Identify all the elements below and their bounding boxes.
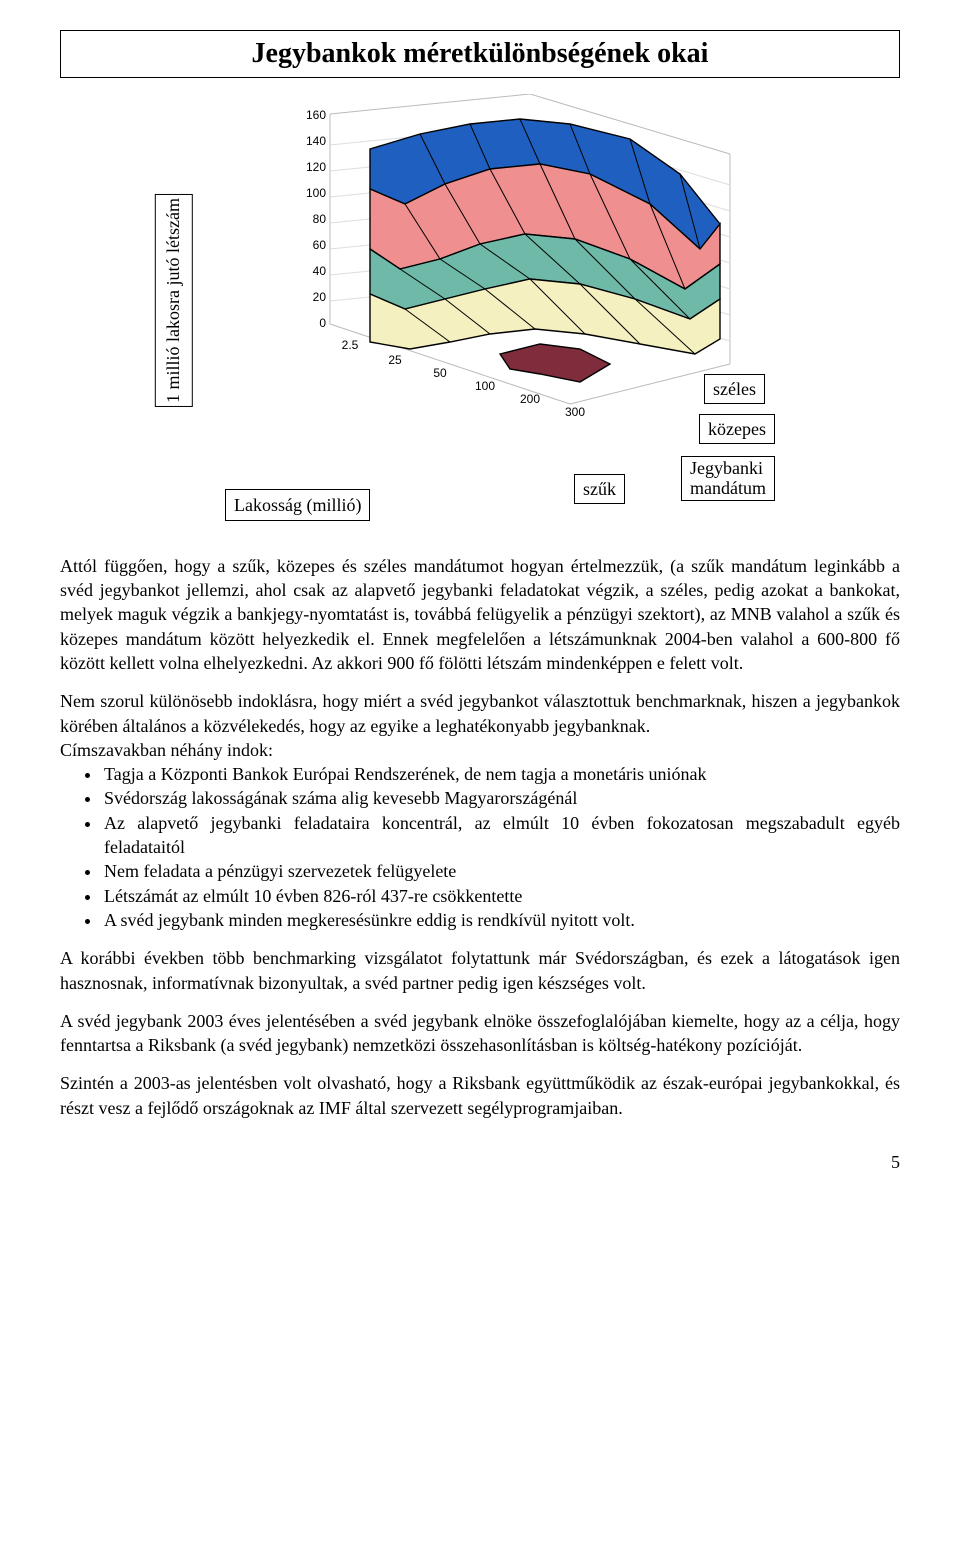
x-axis-label: Lakosság (millió) (225, 489, 370, 521)
y-axis-label: 1 millió lakosra jutó létszám (155, 194, 193, 407)
svg-text:40: 40 (313, 264, 327, 278)
svg-text:60: 60 (313, 238, 327, 252)
list-item: A svéd jegybank minden megkeresésünkre e… (102, 908, 900, 932)
svg-text:100: 100 (306, 186, 326, 200)
svg-text:140: 140 (306, 134, 326, 148)
paragraph-2: Nem szorul különösebb indoklásra, hogy m… (60, 689, 900, 738)
legend-mid: közepes (699, 414, 775, 444)
paragraph-3: A korábbi években több benchmarking vizs… (60, 946, 900, 995)
bullet-list: Tagja a Központi Bankok Európai Rendszer… (60, 762, 900, 932)
svg-text:100: 100 (475, 379, 495, 393)
svg-text:120: 120 (306, 160, 326, 174)
svg-text:300: 300 (565, 405, 585, 419)
svg-text:20: 20 (313, 290, 327, 304)
legend-wide: széles (704, 374, 765, 404)
paragraph-4: A svéd jegybank 2003 éves jelentésében a… (60, 1009, 900, 1058)
paragraph-5: Szintén a 2003-as jelentésben volt olvas… (60, 1071, 900, 1120)
paragraph-1: Attól függően, hogy a szűk, közepes és s… (60, 554, 900, 675)
mandate-label: Jegybankimandátum (681, 456, 775, 502)
svg-text:0: 0 (319, 316, 326, 330)
list-item: Létszámát az elmúlt 10 évben 826-ról 437… (102, 884, 900, 908)
page-number: 5 (60, 1150, 900, 1174)
chart-container: 1 millió lakosra jutó létszám 0 20 40 60… (160, 94, 800, 534)
svg-text:80: 80 (313, 212, 327, 226)
list-item: Az alapvető jegybanki feladataira koncen… (102, 811, 900, 860)
svg-text:2.5: 2.5 (342, 338, 359, 352)
legend-narrow: szűk (574, 474, 625, 504)
surface-chart: 0 20 40 60 80 100 120 140 160 2.5 25 50 … (240, 94, 760, 474)
list-item: Tagja a Központi Bankok Európai Rendszer… (102, 762, 900, 786)
svg-text:160: 160 (306, 108, 326, 122)
page-title: Jegybankok méretkülönbségének okai (60, 30, 900, 78)
paragraph-2b: Címszavakban néhány indok: (60, 738, 900, 762)
svg-text:25: 25 (388, 353, 402, 367)
list-item: Nem feladata a pénzügyi szervezetek felü… (102, 859, 900, 883)
list-item: Svédország lakosságának száma alig keves… (102, 786, 900, 810)
svg-text:50: 50 (433, 366, 447, 380)
svg-text:200: 200 (520, 392, 540, 406)
